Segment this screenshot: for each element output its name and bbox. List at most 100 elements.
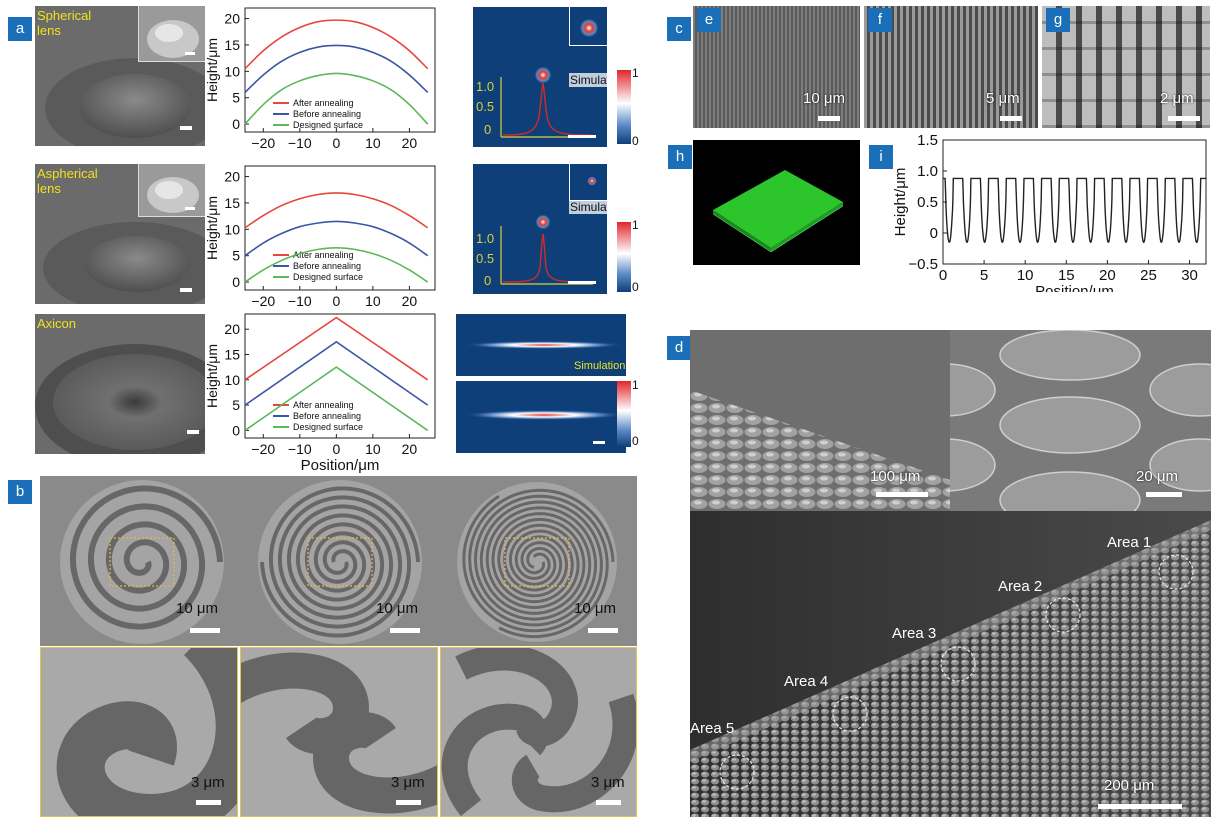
panel-label-h: h xyxy=(668,145,692,169)
y-tick-label: 10 xyxy=(224,63,240,79)
series-line-2 xyxy=(244,220,429,257)
series-line-3 xyxy=(244,246,429,283)
scale-bar xyxy=(180,288,192,292)
plot-frame xyxy=(244,165,436,291)
series-line-1 xyxy=(244,192,429,229)
scale-label: 10 μm xyxy=(376,600,418,617)
scale-label: 10 μm xyxy=(574,600,616,617)
scale-label: 20 μm xyxy=(1136,468,1178,485)
y-tick-label: 0 xyxy=(930,225,938,242)
legend-entry: Before annealing xyxy=(293,109,361,119)
x-tick-label: −10 xyxy=(288,135,312,151)
spiral-arm xyxy=(462,494,603,633)
x-tick-label: 0 xyxy=(332,135,340,151)
series-line-1 xyxy=(943,177,1206,244)
area-markers xyxy=(719,554,1194,790)
area-1-label: Area 1 xyxy=(1107,534,1152,551)
colorbar-min: 0 xyxy=(632,280,639,294)
x-tick-label: 20 xyxy=(402,135,418,151)
y-tick-label: 0 xyxy=(232,116,240,132)
spherical-lens-sem-image xyxy=(35,6,205,146)
spherical-lens-label: Spherical lens xyxy=(37,8,92,38)
y-axis-label: Height/μm xyxy=(205,38,220,102)
x-tick-label: 20 xyxy=(1099,267,1116,284)
panel-label-i: i xyxy=(869,145,893,169)
y-tick-label: 1.5 xyxy=(917,132,938,149)
scale-bar xyxy=(818,116,840,121)
spiral-arm xyxy=(70,485,223,630)
aspherical-focal-map: Simulation xyxy=(473,164,607,294)
y-tick-label: 20 xyxy=(224,321,240,337)
x-tick-label: −20 xyxy=(251,293,275,309)
simulation-label: Simulation xyxy=(569,200,607,214)
spiral-zoom-2: 3 μm xyxy=(240,647,438,817)
aspherical-lens-sem-image xyxy=(35,164,205,304)
panel-label-g: g xyxy=(1046,8,1070,32)
axicon-profile-chart: −20 −10 0 10 20 0 5 10 15 20 Height/μm Position/μm A… xyxy=(205,313,436,474)
spiral-sem-1: 10 μm xyxy=(40,476,240,646)
spiral-arm xyxy=(473,494,609,639)
scale-bar xyxy=(187,430,199,434)
y-axis-label: Height/μm xyxy=(205,196,220,260)
zoom-region-box xyxy=(504,537,570,587)
panel-label-d: d xyxy=(667,336,691,360)
y-axis-label: Height/μm xyxy=(205,344,220,408)
spiral-sem-3: 10 μm xyxy=(440,476,637,646)
x-tick-label: 5 xyxy=(980,267,988,284)
scale-bar xyxy=(1168,116,1200,121)
spherical-focal-map: Simulation xyxy=(473,7,607,147)
legend-entry: Before annealing xyxy=(293,411,361,421)
panel-label-c: c xyxy=(667,17,691,41)
x-tick-label: 15 xyxy=(1058,267,1075,284)
x-tick-label: 10 xyxy=(365,293,381,309)
zoom-region-box xyxy=(307,537,373,587)
plot-frame xyxy=(942,139,1207,265)
aspherical-simulation-inset xyxy=(569,164,607,201)
spiral-arm xyxy=(269,486,420,629)
series-line-1 xyxy=(244,316,429,381)
scale-bar xyxy=(596,800,621,805)
scale-bar xyxy=(180,126,192,130)
scale-label: 3 μm xyxy=(391,774,425,791)
legend-entry: Before annealing xyxy=(293,261,361,271)
colorbar-max: 1 xyxy=(632,378,639,392)
x-tick-label: 20 xyxy=(402,441,418,457)
x-tick-label: 20 xyxy=(402,293,418,309)
spherical-lens-inset xyxy=(138,6,205,62)
scale-bar xyxy=(190,628,220,633)
scale-bar xyxy=(876,492,928,497)
scale-label: 200 μm xyxy=(1104,777,1155,794)
scale-label: 3 μm xyxy=(191,774,225,791)
scale-bar xyxy=(1146,492,1182,497)
scale-label: 100 μm xyxy=(870,468,921,485)
x-tick-label: 30 xyxy=(1181,267,1198,284)
spherical-simulation-inset xyxy=(569,7,607,46)
legend-entry: Designed surface xyxy=(293,422,363,432)
scale-bar xyxy=(1098,804,1182,809)
simulation-label: Simulation xyxy=(574,360,626,372)
grating-sem-g: 2 μm xyxy=(1042,6,1210,128)
series-line-3 xyxy=(244,366,429,432)
series-line-1 xyxy=(244,19,429,70)
scale-label: 5 μm xyxy=(986,90,1020,107)
scale-bar xyxy=(396,800,421,805)
x-axis-label: Position/μm xyxy=(1035,283,1114,292)
y-tick-label: 5 xyxy=(232,90,240,106)
legend-entry: After annealing xyxy=(293,250,354,260)
colorbar-2 xyxy=(617,222,631,292)
scale-bar xyxy=(588,628,618,633)
axicon-focal-map-simulation: Simulation xyxy=(456,314,626,376)
colorbar-min: 0 xyxy=(632,434,639,448)
legend-entry: Designed surface xyxy=(293,120,363,130)
x-tick-label: 10 xyxy=(1017,267,1034,284)
x-tick-label: −10 xyxy=(288,441,312,457)
x-tick-label: −20 xyxy=(251,441,275,457)
x-tick-label: 10 xyxy=(365,441,381,457)
aspherical-lens-label: Aspherical lens xyxy=(37,166,98,196)
area-5-label: Area 5 xyxy=(690,720,735,737)
colorbar-min: 0 xyxy=(632,134,639,148)
x-axis-label: Position/μm xyxy=(301,457,380,474)
y-tick-label: 15 xyxy=(224,195,240,211)
microlens-array-inset-left: 100 μm xyxy=(690,330,950,511)
area-3-label: Area 3 xyxy=(892,625,937,642)
